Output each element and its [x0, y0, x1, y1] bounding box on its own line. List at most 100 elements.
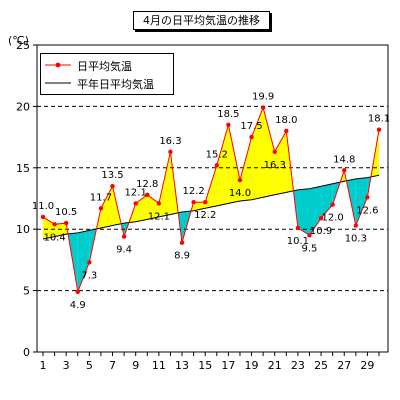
data-label: 18.5: [217, 109, 239, 120]
data-label: 10.3: [345, 234, 367, 245]
below-normal-fill: [309, 186, 322, 236]
data-label: 7.3: [81, 270, 97, 281]
legend-entry-daily: 日平均気温: [41, 56, 173, 74]
daily-temperature-point: [63, 220, 69, 226]
daily-temperature-point: [110, 184, 115, 189]
data-label: 12.0: [322, 213, 344, 224]
daily-temperature-point: [272, 149, 277, 155]
below-normal-fill: [297, 188, 310, 236]
y-tick-label: 0: [23, 346, 30, 359]
data-label: 12.1: [148, 211, 170, 222]
daily-temperature-point: [226, 122, 231, 128]
data-label: 11.0: [32, 201, 54, 212]
data-label: 16.3: [159, 136, 181, 147]
above-normal-fill: [240, 137, 252, 201]
daily-temperature-point: [191, 199, 196, 205]
data-label: 10.4: [43, 232, 65, 243]
x-tick-label: 25: [314, 359, 328, 372]
legend-swatch-normal: [45, 82, 71, 84]
data-label: 17.5: [240, 121, 262, 132]
data-label: 12.2: [182, 186, 204, 197]
data-label: 12.6: [356, 205, 378, 216]
x-tick-label: 3: [63, 359, 70, 372]
daily-temperature-point: [365, 195, 370, 200]
daily-temperature-point: [307, 233, 312, 238]
daily-temperature-point: [145, 192, 150, 198]
daily-temperature-point: [295, 225, 301, 231]
daily-temperature-point: [318, 215, 324, 221]
normal-temperature-line: [42, 174, 380, 240]
daily-temperature-point: [87, 260, 92, 265]
above-normal-fill: [228, 124, 240, 204]
daily-temperature-point: [121, 234, 127, 239]
data-label: 8.9: [174, 251, 190, 262]
data-label: 14.0: [229, 188, 251, 199]
above-normal-fill: [54, 223, 67, 237]
daily-temperature-point: [330, 202, 335, 207]
daily-temperature-point: [52, 222, 57, 227]
data-label: 15.2: [206, 149, 228, 160]
daily-temperature-point: [98, 206, 104, 211]
above-normal-fill: [263, 107, 275, 198]
below-normal-fill: [77, 230, 90, 292]
below-normal-fill: [355, 177, 368, 226]
y-tick-label: 25: [16, 39, 30, 52]
x-tick-label: 15: [198, 359, 212, 372]
x-tick-label: 7: [109, 359, 116, 372]
y-tick-label: 5: [23, 285, 30, 298]
y-tick-label: 10: [16, 223, 30, 236]
data-label: 16.3: [264, 160, 286, 171]
data-label: 18.0: [275, 115, 297, 126]
daily-temperature-line: [42, 105, 380, 294]
data-label: 9.5: [302, 243, 318, 254]
y-axis-unit-label: (℃): [8, 34, 29, 47]
chart-title: 4月の日平均気温の推移: [133, 11, 270, 30]
daily-temperature-point: [179, 240, 185, 245]
x-tick-label: 11: [152, 359, 166, 372]
data-label: 10.9: [310, 226, 332, 237]
data-label: 12.8: [136, 179, 158, 190]
daily-temperature-point: [342, 168, 347, 173]
x-tick-label: 21: [268, 359, 282, 372]
data-label: 18.1: [368, 114, 390, 125]
data-label: 11.7: [90, 192, 112, 203]
legend-entry-normal: 平年日平均気温: [41, 74, 173, 92]
above-normal-fill: [43, 216, 55, 239]
normal-temperature-line-layer: [42, 174, 380, 240]
daily-temperature-point: [237, 177, 243, 183]
above-normal-fill: [216, 124, 229, 206]
data-label: 19.9: [252, 92, 274, 103]
daily-temperature-line-layer: [40, 105, 382, 295]
above-normal-fill: [100, 186, 113, 228]
data-label: 12.1: [125, 187, 147, 198]
daily-temperature-point: [353, 223, 359, 228]
legend: 日平均気温 平年日平均気温: [40, 53, 174, 95]
data-label: 13.5: [101, 170, 123, 181]
below-normal-fill: [321, 183, 333, 219]
data-label: 4.9: [70, 300, 86, 311]
x-tick-label: 9: [132, 359, 139, 372]
x-tick-label: 13: [175, 359, 189, 372]
axes: [33, 44, 389, 356]
x-tick-label: 1: [40, 359, 47, 372]
above-normal-fill: [158, 151, 171, 217]
data-label: 10.1: [287, 236, 309, 247]
data-label: 12.2: [194, 210, 216, 221]
daily-temperature-point: [260, 105, 266, 110]
x-tick-label: 5: [86, 359, 93, 372]
above-normal-fill: [147, 194, 159, 220]
daily-temperature-point: [203, 199, 208, 205]
daily-temperature-point: [284, 128, 289, 134]
daily-temperature-point: [133, 201, 138, 206]
x-tick-label: 29: [360, 359, 374, 372]
legend-swatch-daily: [45, 62, 71, 68]
legend-label-normal: 平年日平均気温: [77, 78, 154, 91]
daily-temperature-point: [168, 149, 173, 155]
x-tick-label: 27: [337, 359, 351, 372]
data-label-layer: 11.010.410.54.97.311.713.59.412.112.812.…: [32, 92, 390, 311]
daily-temperature-point: [75, 289, 80, 295]
daily-temperature-point: [156, 201, 162, 206]
legend-label-daily: 日平均気温: [77, 60, 132, 73]
